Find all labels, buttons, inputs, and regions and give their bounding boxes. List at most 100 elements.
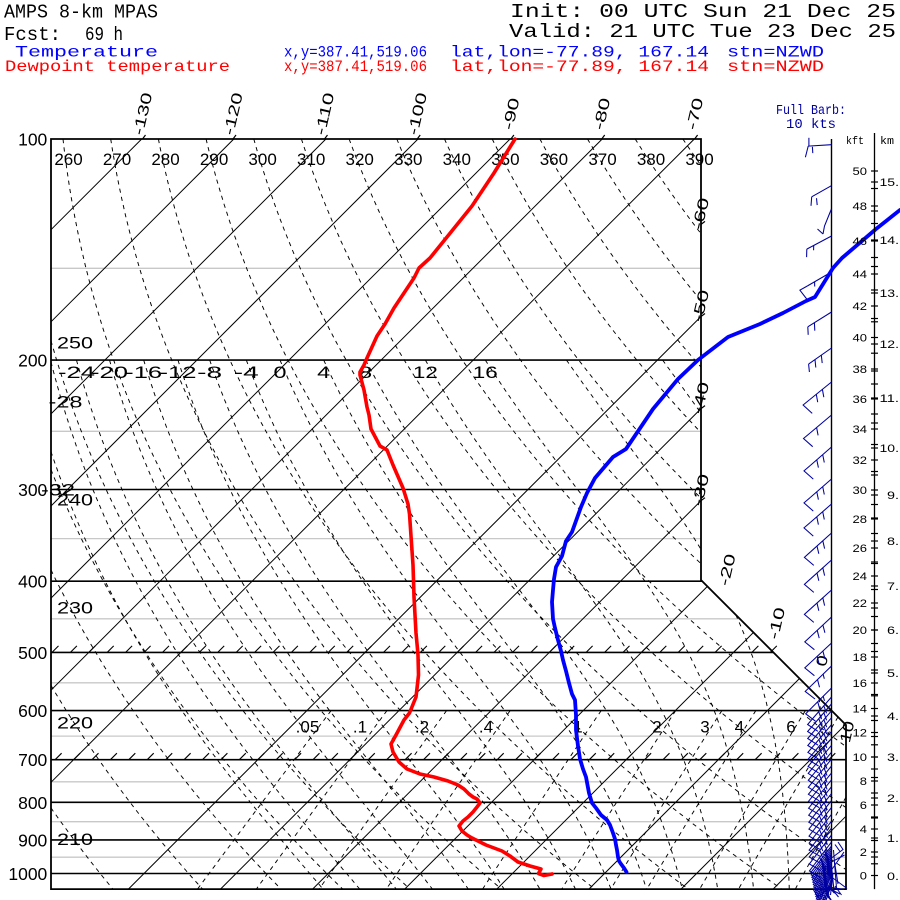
svg-text:kft: kft xyxy=(846,136,864,148)
svg-text:290: 290 xyxy=(200,150,228,169)
svg-text:-50: -50 xyxy=(689,288,713,323)
svg-text:5.: 5. xyxy=(887,668,899,680)
svg-text:1000: 1000 xyxy=(8,864,47,884)
svg-text:-12: -12 xyxy=(160,363,197,382)
svg-text:stn=NZWD: stn=NZWD xyxy=(727,58,824,76)
svg-text:4.: 4. xyxy=(887,711,899,723)
svg-text:20: 20 xyxy=(853,625,868,637)
svg-text:-24: -24 xyxy=(58,363,95,382)
svg-text:3: 3 xyxy=(700,717,709,736)
svg-text:8: 8 xyxy=(860,776,867,788)
svg-text:32: 32 xyxy=(853,455,868,467)
svg-text:28: 28 xyxy=(853,514,868,526)
svg-text:AMPS 8-km MPAS: AMPS 8-km MPAS xyxy=(4,2,158,24)
svg-text:230: 230 xyxy=(57,598,93,617)
svg-text:0.: 0. xyxy=(887,871,899,883)
svg-text:260: 260 xyxy=(54,150,82,169)
svg-text:0: 0 xyxy=(274,363,287,382)
svg-text:-20: -20 xyxy=(716,552,740,587)
svg-text:2: 2 xyxy=(860,847,867,859)
svg-text:lat,lon=-77.89, 167.14: lat,lon=-77.89, 167.14 xyxy=(450,58,709,76)
svg-text:-80: -80 xyxy=(590,96,614,131)
svg-text:250: 250 xyxy=(57,333,93,352)
svg-text:26: 26 xyxy=(853,543,868,555)
svg-text:38: 38 xyxy=(853,364,868,376)
svg-text:4: 4 xyxy=(735,717,744,736)
svg-text:6.: 6. xyxy=(887,625,899,637)
svg-text:7.: 7. xyxy=(887,581,899,593)
svg-text:24: 24 xyxy=(853,571,868,583)
svg-text:4: 4 xyxy=(860,824,867,836)
svg-text:700: 700 xyxy=(18,750,47,770)
svg-text:310: 310 xyxy=(297,150,325,169)
svg-text:.05: .05 xyxy=(296,717,320,736)
svg-text:-16: -16 xyxy=(125,363,162,382)
svg-text:x,y=387.41,519.06: x,y=387.41,519.06 xyxy=(284,58,427,76)
svg-text:270: 270 xyxy=(103,150,131,169)
svg-text:-10: -10 xyxy=(765,606,789,641)
svg-text:36: 36 xyxy=(853,394,868,406)
svg-text:200: 200 xyxy=(18,351,47,371)
svg-text:500: 500 xyxy=(18,643,47,663)
svg-text:-30: -30 xyxy=(689,472,713,507)
svg-text:12: 12 xyxy=(853,728,868,740)
svg-text:14: 14 xyxy=(853,704,868,716)
svg-text:4: 4 xyxy=(317,363,330,382)
svg-text:2.: 2. xyxy=(887,793,899,805)
svg-text:46: 46 xyxy=(853,236,868,248)
svg-text:-4: -4 xyxy=(234,363,259,382)
svg-text:50: 50 xyxy=(853,166,868,178)
svg-text:-8: -8 xyxy=(197,363,222,382)
svg-text:1.: 1. xyxy=(887,833,899,845)
svg-text:2: 2 xyxy=(652,717,661,736)
svg-text:40: 40 xyxy=(853,333,868,345)
svg-text:-20: -20 xyxy=(91,363,128,382)
svg-text:600: 600 xyxy=(18,701,47,721)
svg-text:13.: 13. xyxy=(880,288,900,300)
svg-text:10: 10 xyxy=(837,720,858,745)
svg-text:14.: 14. xyxy=(880,235,900,247)
svg-text:240: 240 xyxy=(57,490,93,509)
svg-text:390: 390 xyxy=(685,150,713,169)
svg-text:300: 300 xyxy=(18,480,47,500)
svg-text:lat,lon=-77.89, 167.14: lat,lon=-77.89, 167.14 xyxy=(450,44,709,62)
svg-text:69 h: 69 h xyxy=(85,24,123,46)
svg-text:12.: 12. xyxy=(880,339,900,351)
svg-text:100: 100 xyxy=(18,130,47,150)
svg-text:-32: -32 xyxy=(41,480,75,499)
svg-text:34: 34 xyxy=(853,424,868,436)
svg-text:800: 800 xyxy=(18,793,47,813)
svg-text:Fcst:: Fcst: xyxy=(4,24,61,46)
svg-text:.2: .2 xyxy=(415,717,429,736)
svg-text:16: 16 xyxy=(473,363,498,382)
svg-text:km: km xyxy=(880,136,894,148)
svg-text:280: 280 xyxy=(151,150,179,169)
svg-text:370: 370 xyxy=(588,150,616,169)
svg-text:48: 48 xyxy=(853,201,868,213)
svg-text:210: 210 xyxy=(57,830,93,849)
svg-text:-40: -40 xyxy=(689,380,713,415)
svg-text:9.: 9. xyxy=(887,490,899,502)
svg-text:.1: .1 xyxy=(353,717,367,736)
svg-text:stn=NZWD: stn=NZWD xyxy=(727,44,824,62)
svg-text:x,y=387.41,519.06: x,y=387.41,519.06 xyxy=(284,44,427,62)
svg-text:10: 10 xyxy=(853,752,868,764)
svg-text:-70: -70 xyxy=(683,96,707,131)
svg-text:300: 300 xyxy=(248,150,276,169)
svg-text:15.: 15. xyxy=(880,177,900,189)
svg-text:Temperature: Temperature xyxy=(15,44,158,62)
svg-text:12: 12 xyxy=(413,363,438,382)
svg-text:16: 16 xyxy=(853,678,868,690)
svg-text:18: 18 xyxy=(853,652,868,664)
svg-text:-28: -28 xyxy=(49,392,83,411)
svg-text:44: 44 xyxy=(853,269,868,281)
svg-text:220: 220 xyxy=(57,713,93,732)
svg-text:-90: -90 xyxy=(500,96,524,131)
svg-text:320: 320 xyxy=(346,150,374,169)
svg-text:30: 30 xyxy=(853,485,868,497)
svg-text:400: 400 xyxy=(18,572,47,592)
svg-text:6: 6 xyxy=(786,717,795,736)
svg-text:10 kts: 10 kts xyxy=(786,117,836,133)
svg-text:360: 360 xyxy=(540,150,568,169)
svg-text:380: 380 xyxy=(637,150,665,169)
